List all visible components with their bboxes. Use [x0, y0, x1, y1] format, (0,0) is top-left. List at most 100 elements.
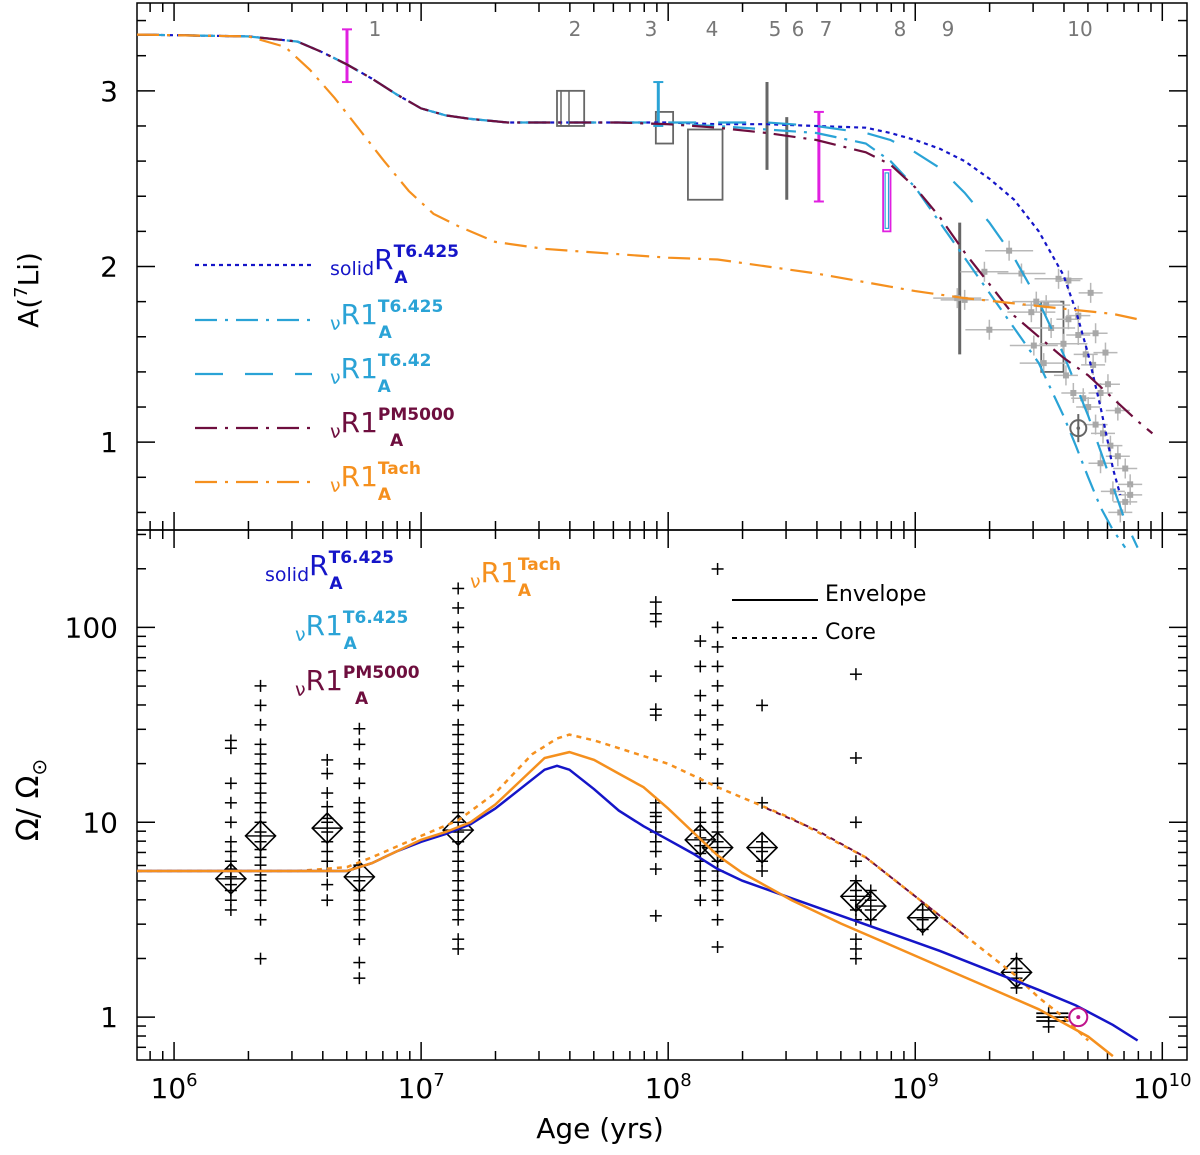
x-tick-label: 106: [151, 1070, 198, 1105]
field-star-point: [1127, 481, 1134, 488]
field-star-point: [1082, 351, 1089, 358]
bottom-x-ticks: 106 107 108 109 1010: [149, 530, 1192, 1105]
obs-box-3: [654, 111, 675, 145]
field-star-point: [1075, 332, 1082, 339]
model-label-0: solidRT6.425 A: [265, 548, 394, 594]
observations: [342, 28, 1065, 373]
legend-label-2: νR1T6.42 A: [330, 351, 431, 397]
top-panel: 1 2 3 1 2 3 4 5 6 7 8 9 10 solidRT6.425 A νR1T6.425 A ν…: [11, 2, 1188, 549]
field-star-point: [1065, 316, 1072, 323]
x-tick-label: 108: [645, 1070, 692, 1105]
field-star-point: [1065, 277, 1072, 284]
bottom-model-curves: [137, 733, 1139, 1058]
field-star-point: [986, 326, 993, 333]
cluster-diamond: [839, 880, 873, 913]
field-star-point: [1080, 395, 1087, 402]
bottom-series-3: [137, 750, 1114, 1058]
sun-symbol-dot: [1076, 1015, 1081, 1020]
field-star-point: [1092, 421, 1099, 428]
sun-circle: [1069, 419, 1088, 438]
cluster-number-10: 10: [1067, 17, 1092, 41]
model-labels: solidRT6.425 A νR1T6.425 A νR1PM5000 A νR1Tach…: [265, 548, 561, 709]
field-star-point: [1033, 298, 1040, 305]
field-star-point: [1028, 309, 1035, 316]
field-star-point: [1109, 488, 1116, 495]
obs-box-8: [882, 168, 892, 233]
sun-symbol: [1068, 1007, 1089, 1028]
field-star-point: [1060, 340, 1067, 347]
bottom-panel: 106 107 108 109 1010 1 10 100 solidRT6.425 A νR1…: [11, 529, 1192, 1145]
sun-dot: [1076, 426, 1081, 430]
field-star-point: [1090, 361, 1097, 368]
y-tick-label: 10: [82, 806, 118, 839]
legend-label-0: solidRT6.425 A: [330, 242, 459, 288]
field-star-point: [1062, 372, 1069, 379]
top-series-2: [136, 33, 1139, 549]
field-star-point: [1122, 465, 1129, 472]
field-star-point: [981, 268, 988, 275]
cluster-number-6: 6: [792, 17, 805, 41]
x-tick-label: 109: [892, 1070, 939, 1105]
x-axis-label: Age (yrs): [536, 1112, 664, 1145]
top-y-ticks: 1 2 3: [100, 19, 1187, 514]
bottom-series-1: [766, 807, 966, 937]
field-star-point: [1102, 349, 1109, 356]
top-series-3: [136, 33, 1154, 435]
field-star-point: [1070, 389, 1077, 396]
bottom-series-0: [137, 733, 1090, 1042]
y-tick-label: 2: [100, 251, 118, 284]
field-star-point: [1107, 442, 1114, 449]
field-star-point: [1043, 302, 1050, 309]
sun-symbol-circle: [1068, 1007, 1089, 1028]
field-star-point: [961, 296, 968, 303]
bottom-legend: Envelope Core: [732, 582, 926, 645]
model-label-1: νR1T6.425 A: [295, 608, 408, 654]
top-series-4: [136, 33, 1138, 321]
obs-box-inner: [560, 90, 570, 127]
field-star-point: [1040, 360, 1047, 367]
sun-point: [1069, 414, 1088, 443]
model-label-3: νR1Tach A: [470, 555, 561, 601]
field-star-point: [1100, 430, 1106, 437]
cluster-number-5: 5: [769, 17, 782, 41]
field-star-point: [1018, 270, 1025, 277]
field-star-point: [1006, 247, 1013, 254]
legend-label-envelope: Envelope: [825, 582, 926, 607]
legend-label-4: νR1Tach A: [330, 459, 421, 505]
field-star-point: [1055, 275, 1062, 282]
legend-label-core: Core: [825, 620, 876, 645]
field-star-point: [1085, 404, 1092, 411]
cluster-number-8: 8: [894, 17, 907, 41]
top-x-ticks: [149, 3, 1164, 530]
top-y-axis-label: A(7Li): [11, 252, 45, 328]
cluster-number-4: 4: [706, 17, 719, 41]
field-star-scatter: [933, 240, 1143, 523]
field-star-point: [1097, 389, 1104, 396]
cluster-number-7: 7: [820, 17, 833, 41]
obs-box-2: [556, 89, 586, 127]
bottom-frame: [136, 529, 1188, 1061]
field-star-point: [1114, 407, 1121, 414]
model-label-2: νR1PM5000 A: [295, 663, 420, 709]
field-star-point: [1092, 330, 1099, 337]
obs-box-inner: [884, 172, 890, 229]
cluster-number-3: 3: [645, 17, 658, 41]
cluster-numbers: 1 2 3 4 5 6 7 8 9 10: [369, 17, 1093, 41]
field-star-point: [1122, 498, 1129, 505]
y-tick-label: 3: [100, 75, 118, 108]
cluster-diamond: [214, 862, 248, 895]
bottom-y-ticks: 1 10 100: [65, 533, 1187, 1049]
field-star-point: [1127, 491, 1134, 498]
x-tick-label: 107: [398, 1070, 445, 1105]
y-tick-label: 100: [65, 611, 118, 644]
y-tick-label: 1: [100, 426, 118, 459]
obs-box-4: [687, 128, 724, 201]
y-tick-label: 1: [100, 1001, 118, 1034]
top-series-1: [136, 33, 1127, 549]
cluster-number-9: 9: [942, 17, 955, 41]
field-star-point: [1114, 453, 1121, 460]
cluster-number-1: 1: [369, 17, 382, 41]
field-star-point: [1087, 289, 1094, 296]
